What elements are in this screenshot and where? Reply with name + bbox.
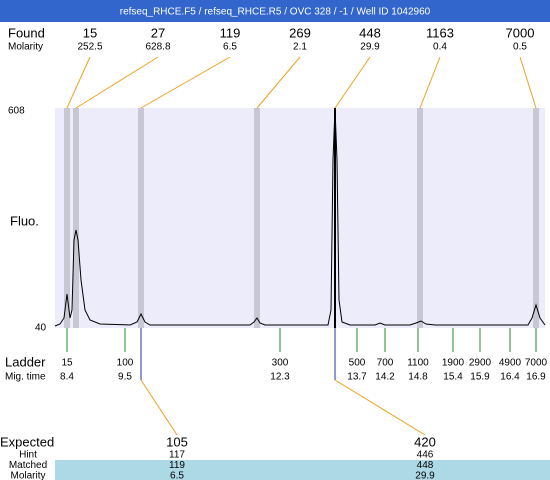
- expected-row-label: Molarity: [10, 471, 45, 480]
- found-connector: [75, 56, 159, 109]
- expected-hint: 446: [417, 450, 434, 461]
- ladder-time: 12.3: [270, 372, 290, 383]
- found-size: 27: [151, 25, 165, 40]
- ladder-time: 15.9: [470, 372, 490, 383]
- match-connector: [140, 379, 178, 436]
- expected-size: 105: [166, 434, 188, 449]
- expected-hint: 117: [169, 450, 185, 461]
- trace: [54, 107, 546, 327]
- expected-row-label: Hint: [19, 450, 37, 461]
- found-size: 269: [289, 25, 311, 40]
- found-size: 119: [220, 25, 241, 40]
- ladder-size: 4900: [499, 358, 522, 369]
- expected-molarity: 6.5: [170, 471, 184, 480]
- found-size: 7000: [506, 25, 535, 40]
- ladder-time: 14.2: [375, 372, 395, 383]
- y-bottom-label: 40: [35, 323, 47, 334]
- expected-molarity: 29.9: [415, 471, 435, 480]
- found-connector: [66, 56, 91, 109]
- expected-row-label: Matched: [9, 460, 47, 471]
- matched-highlight: [55, 460, 550, 480]
- expected-matched: 448: [417, 460, 434, 471]
- ladder-time: 8.4: [60, 372, 74, 383]
- ladder-size: 1100: [407, 358, 429, 369]
- ladder-time: 16.9: [526, 372, 546, 383]
- expected-size: 420: [414, 434, 436, 449]
- expected-label: Expected: [0, 434, 54, 449]
- match-connector: [334, 379, 426, 436]
- found-size: 15: [83, 25, 97, 40]
- ladder-time: 16.4: [500, 372, 520, 383]
- found-connector: [334, 56, 371, 109]
- found-label: Found: [8, 25, 45, 40]
- found-molarity: 29.9: [360, 42, 380, 53]
- ladder-size: 700: [377, 358, 394, 369]
- ladder-size: 7000: [525, 358, 548, 369]
- found-molarity: 6.5: [223, 42, 237, 53]
- found-size: 448: [359, 25, 381, 40]
- peak-bands: [64, 108, 539, 328]
- expected-matched: 119: [169, 460, 185, 471]
- ladder-time: 9.5: [118, 372, 132, 383]
- ladder-size: 1900: [442, 358, 465, 369]
- found-molarity: 2.1: [293, 42, 307, 53]
- title-bar: [0, 0, 550, 22]
- ladder-label: Ladder: [5, 354, 46, 369]
- y-top-label: 608: [8, 106, 25, 117]
- found-molarity: 0.5: [513, 42, 527, 53]
- molarity-label: Molarity: [8, 42, 43, 53]
- plot-area: [55, 108, 545, 328]
- found-connector: [140, 56, 231, 109]
- title: refseq_RHCE.F5 / refseq_RHCE.R5 / OVC 32…: [120, 7, 431, 18]
- found-connector: [256, 56, 301, 109]
- found-connector: [519, 56, 537, 109]
- ladder-time: 13.7: [347, 372, 367, 383]
- ladder-size: 15: [61, 358, 73, 369]
- ladder-size: 500: [349, 358, 366, 369]
- ladder-time: 15.4: [443, 372, 463, 383]
- found-connector: [419, 56, 441, 109]
- ladder-time: 14.8: [408, 372, 428, 383]
- found-molarity: 0.4: [433, 42, 447, 53]
- found-molarity: 628.8: [145, 42, 170, 53]
- ladder-size: 2900: [469, 358, 492, 369]
- ladder-size: 300: [272, 358, 289, 369]
- found-molarity: 252.5: [77, 42, 102, 53]
- ladder-size: 100: [117, 358, 134, 369]
- found-size: 1163: [426, 25, 454, 40]
- y-axis-label: Fluo.: [10, 213, 39, 228]
- mig-time-label: Mig. time: [5, 372, 46, 383]
